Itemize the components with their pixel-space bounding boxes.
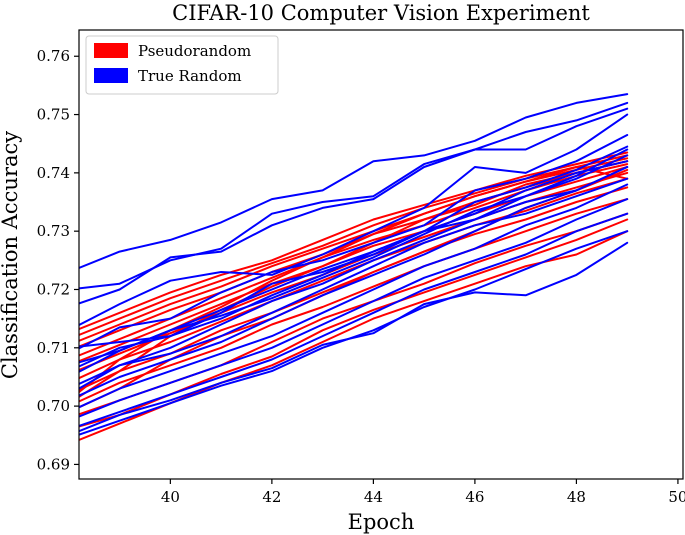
- legend-box: [85, 35, 279, 95]
- true-random-run-11: [79, 212, 629, 427]
- true-random-run-17: [79, 177, 629, 390]
- true-random-run-3: [79, 107, 629, 305]
- true-random-run-1: [79, 93, 629, 269]
- pseudorandom-run-16: [79, 166, 629, 394]
- y-tick-label: 0.69: [37, 455, 70, 473]
- x-tick-label: 50: [668, 488, 685, 506]
- true-random-run-2: [79, 101, 629, 290]
- true-random-run-5: [79, 134, 629, 350]
- series-layer: [79, 93, 629, 441]
- x-tick-label: 44: [364, 488, 383, 506]
- pseudorandom-run-14: [79, 160, 629, 398]
- plot-frame: [78, 29, 684, 480]
- pseudorandom-run-15: [79, 168, 629, 409]
- x-axis-label: Epoch: [348, 510, 415, 534]
- true-random-run-8: [79, 166, 629, 397]
- y-tick-label: 0.73: [37, 222, 70, 240]
- x-tick-label: 46: [465, 488, 484, 506]
- y-tick-label: 0.72: [37, 280, 70, 298]
- true-random-run-13: [79, 241, 629, 433]
- pseudorandom-run-6: [79, 177, 629, 380]
- legend-label-pseudorandom: Pseudorandom: [138, 42, 251, 60]
- legend-label-true-random: True Random: [138, 67, 242, 85]
- legend: Pseudorandom True Random: [85, 35, 279, 95]
- legend-swatch-pseudorandom: [94, 43, 128, 58]
- y-tick-label: 0.74: [37, 164, 70, 182]
- legend-swatch-true-random: [94, 68, 128, 83]
- true-random-run-16: [79, 166, 629, 368]
- x-axis-ticks: 40 42 44 46 48 50: [161, 479, 685, 506]
- true-random-run-10: [79, 198, 629, 418]
- y-axis-ticks: 0.69 0.70 0.71 0.72 0.73 0.74 0.75 0.76: [37, 47, 79, 473]
- true-random-run-9: [79, 183, 629, 409]
- y-tick-label: 0.70: [37, 397, 70, 415]
- chart-title: CIFAR-10 Computer Vision Experiment: [172, 1, 590, 25]
- y-tick-label: 0.75: [37, 106, 70, 124]
- x-tick-label: 48: [567, 488, 586, 506]
- true-random-run-4: [79, 113, 629, 327]
- y-tick-label: 0.71: [37, 339, 70, 357]
- x-tick-label: 42: [262, 488, 281, 506]
- true-random-run-7: [79, 154, 629, 386]
- x-tick-label: 40: [161, 488, 180, 506]
- pseudorandom-run-13: [79, 151, 629, 331]
- y-axis-label: Classification Accuracy: [0, 131, 22, 379]
- true-random-run-14: [79, 148, 629, 364]
- pseudorandom-run-4: [79, 198, 629, 403]
- y-tick-label: 0.76: [37, 47, 70, 65]
